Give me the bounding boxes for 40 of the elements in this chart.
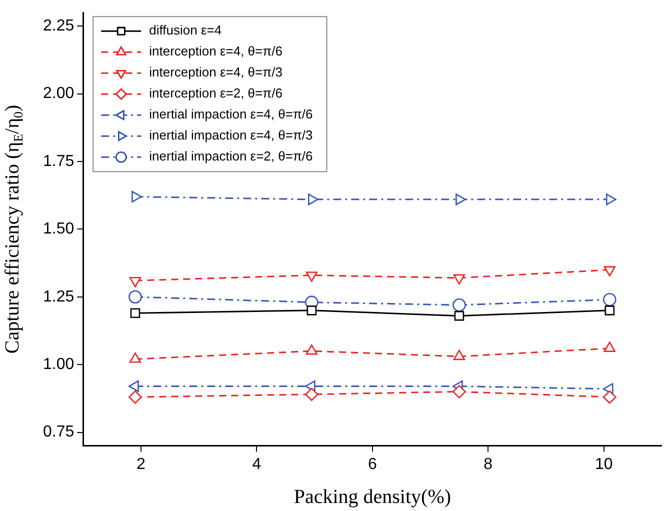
y-tick-label: 1.00 bbox=[43, 356, 74, 373]
y-tick-label: 0.75 bbox=[43, 424, 74, 441]
x-tick-label: 4 bbox=[252, 456, 262, 473]
point bbox=[453, 274, 466, 285]
point bbox=[453, 350, 466, 360]
y-tick-label: 2.00 bbox=[43, 85, 74, 102]
y-tick-label: 2.25 bbox=[43, 18, 74, 35]
y-axis-title: Capture efficiency ratio (ηE/η0) bbox=[1, 104, 26, 354]
point bbox=[132, 190, 142, 203]
legend-label: diffusion ε=4 bbox=[149, 22, 222, 38]
legend-label: interception ε=2, θ=π/6 bbox=[149, 86, 282, 101]
point bbox=[306, 272, 318, 282]
point bbox=[129, 352, 142, 363]
point bbox=[604, 266, 616, 276]
point bbox=[606, 194, 616, 206]
legend-label: interception ε=4, θ=π/3 bbox=[149, 64, 282, 80]
legend-label: inertial impaction ε=4, θ=π/6 bbox=[149, 106, 313, 122]
point bbox=[128, 290, 142, 304]
x-tick-label: 10 bbox=[594, 456, 613, 473]
y-tick-label: 1.25 bbox=[43, 288, 74, 306]
point bbox=[454, 310, 464, 321]
legend-label: inertial impaction ε=4, θ=π/3 bbox=[149, 128, 313, 143]
point bbox=[452, 298, 466, 312]
legend-label: interception ε=4, θ=π/6 bbox=[149, 44, 282, 59]
point bbox=[130, 308, 140, 318]
point bbox=[452, 385, 466, 398]
point bbox=[306, 306, 317, 316]
point bbox=[602, 390, 616, 404]
point bbox=[604, 306, 615, 316]
y-tick-label: 1.50 bbox=[43, 220, 74, 238]
y-tick-label: 1.75 bbox=[43, 152, 74, 170]
x-tick-label: 8 bbox=[484, 456, 493, 473]
x-axis-title: Packing density(%) bbox=[294, 486, 452, 508]
point bbox=[602, 292, 616, 306]
point bbox=[129, 276, 142, 288]
x-tick-label: 2 bbox=[136, 456, 146, 473]
legend-label: inertial impaction ε=2, θ=π/6 bbox=[149, 148, 313, 164]
x-tick-label: 6 bbox=[368, 456, 377, 473]
point bbox=[305, 388, 318, 402]
point bbox=[128, 390, 142, 404]
